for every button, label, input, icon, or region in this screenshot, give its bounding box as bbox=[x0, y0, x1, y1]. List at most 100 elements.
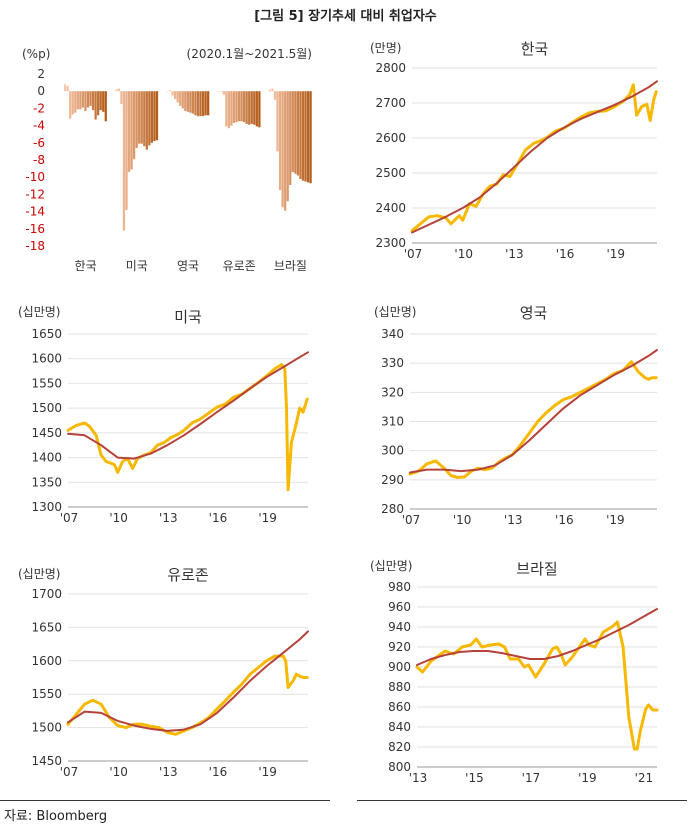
x-tick-label: '16 bbox=[555, 513, 574, 527]
x-tick-label: '19 bbox=[258, 511, 277, 525]
gap-bar bbox=[143, 91, 146, 147]
x-tick-label: '13 bbox=[159, 511, 178, 525]
gap-bar bbox=[138, 91, 141, 144]
x-tick-label: '17 bbox=[522, 771, 541, 785]
y-tick-label: 1650 bbox=[31, 620, 62, 634]
y-tick-label: -2 bbox=[33, 101, 45, 115]
y-tick-label: 1550 bbox=[31, 687, 62, 701]
gap-bar bbox=[155, 91, 159, 141]
y-tick-label: 1650 bbox=[31, 327, 62, 341]
gap-bar bbox=[97, 91, 100, 116]
x-tick-label: '19 bbox=[578, 771, 597, 785]
x-tick-label: '10 bbox=[109, 511, 128, 525]
panel-gap-bar: 2 0 -2 -4 -6 -8 -10 -12 -14 -16 -18 (%p) (2020.1월~20… bbox=[0, 40, 340, 280]
actual-employment-line bbox=[408, 360, 658, 479]
x-tick-label: '16 bbox=[209, 765, 228, 779]
trend-line bbox=[411, 80, 658, 234]
gap-bar bbox=[115, 89, 118, 92]
y-unit-label: (십만명) bbox=[18, 567, 60, 581]
gap-bar bbox=[289, 91, 292, 185]
gap-bar bbox=[186, 91, 189, 112]
gap-bar bbox=[174, 91, 177, 99]
y-tick-label: 1300 bbox=[31, 500, 62, 514]
x-tick-label: '15 bbox=[465, 771, 484, 785]
gap-bar bbox=[102, 91, 105, 112]
gap-bar bbox=[189, 91, 192, 113]
y-tick-label: 860 bbox=[388, 700, 411, 714]
y-tick-label: 2 bbox=[37, 67, 45, 81]
chart-title: 영국 bbox=[520, 304, 548, 322]
gap-bar bbox=[232, 91, 236, 124]
y-tick-label: -16 bbox=[25, 222, 45, 236]
gap-bar bbox=[166, 91, 169, 92]
chart-title: 한국 bbox=[521, 40, 549, 58]
y-tick-label: 1600 bbox=[31, 352, 62, 366]
y-tick-label: 820 bbox=[388, 740, 411, 754]
gap-bar bbox=[245, 91, 248, 124]
y-tick-label: 2400 bbox=[375, 201, 406, 215]
gap-bar bbox=[148, 91, 151, 146]
gap-bar bbox=[74, 91, 77, 113]
panel-usa: 1300 1350 1400 1450 1500 1550 1600 1650 '07 '10 '1… bbox=[0, 300, 340, 540]
usa-line-chart: 1300 1350 1400 1450 1500 1550 1600 1650 '07 '10 '1… bbox=[18, 305, 309, 525]
x-category-label: 한국 bbox=[75, 259, 97, 273]
y-tick-label: -12 bbox=[25, 187, 45, 201]
gap-bar bbox=[296, 91, 299, 176]
y-tick-label: 310 bbox=[381, 415, 404, 429]
gap-bar bbox=[179, 91, 182, 106]
x-tick-label: '13 bbox=[505, 247, 524, 261]
x-tick-label: '16 bbox=[209, 511, 228, 525]
y-tick-label: 330 bbox=[381, 356, 404, 370]
gap-bar bbox=[201, 91, 205, 117]
gap-bar bbox=[204, 91, 207, 116]
y-tick-label: 1400 bbox=[31, 451, 62, 465]
gap-bar bbox=[76, 91, 79, 110]
brazil-line-chart: 800 820 840 860 880 900 920 940 960 980 '13 '15 '17 '… bbox=[370, 559, 659, 785]
gap-bar bbox=[237, 91, 241, 122]
y-tick-label: 1600 bbox=[31, 654, 62, 668]
gap-bar bbox=[125, 91, 128, 210]
gap-bar bbox=[235, 91, 238, 123]
gap-bar bbox=[120, 91, 123, 105]
gap-bar bbox=[184, 91, 187, 111]
y-tick-label: 2700 bbox=[375, 96, 406, 110]
gap-bar bbox=[71, 91, 74, 115]
panel-korea: 2300 2400 2500 2600 2700 2800 '07 '10 '13 '16 '19 (… bbox=[350, 40, 690, 280]
gap-bar bbox=[69, 91, 72, 119]
korea-line-chart: 2300 2400 2500 2600 2700 2800 '07 '10 '13 '16 '19 (… bbox=[370, 40, 658, 261]
gap-bar bbox=[194, 91, 197, 116]
y-unit-label: (%p) bbox=[22, 47, 50, 61]
gap-bar bbox=[127, 91, 131, 173]
trend-line bbox=[67, 351, 309, 460]
gap-bar bbox=[255, 91, 258, 127]
gap-bar bbox=[268, 89, 272, 92]
gap-bar bbox=[168, 90, 172, 92]
trend-line bbox=[416, 608, 658, 666]
gap-bar bbox=[66, 86, 69, 92]
y-tick-label: -4 bbox=[33, 119, 45, 133]
x-tick-label: '07 bbox=[60, 511, 79, 525]
y-tick-label: -8 bbox=[33, 153, 45, 167]
gap-bar bbox=[145, 91, 148, 150]
chart-title: 유로존 bbox=[167, 566, 209, 584]
y-tick-label: 0 bbox=[37, 84, 45, 98]
y-tick-label: 880 bbox=[388, 680, 411, 694]
gap-bar bbox=[220, 91, 223, 92]
actual-employment-line bbox=[415, 620, 659, 751]
y-tick-label: 1700 bbox=[31, 587, 62, 601]
trend-line bbox=[67, 630, 309, 732]
gap-bar bbox=[104, 91, 107, 122]
gap-bar bbox=[294, 91, 297, 174]
panel-eurozone: 1450 1500 1550 1600 1650 1700 '07 '10 '13 '16 '19 (… bbox=[0, 560, 340, 795]
gap-bar bbox=[117, 88, 120, 92]
x-category-label: 유로존 bbox=[223, 259, 256, 273]
x-tick-label: '19 bbox=[258, 765, 277, 779]
y-tick-label: 290 bbox=[381, 473, 404, 487]
x-category-label: 브라질 bbox=[274, 259, 307, 273]
y-unit-label: (십만명) bbox=[374, 305, 416, 319]
chart-title: 미국 bbox=[174, 308, 202, 326]
y-tick-label: -6 bbox=[33, 136, 45, 150]
gap-bar bbox=[286, 91, 289, 202]
y-tick-label: 2500 bbox=[375, 166, 406, 180]
y-tick-label: -18 bbox=[25, 239, 45, 253]
